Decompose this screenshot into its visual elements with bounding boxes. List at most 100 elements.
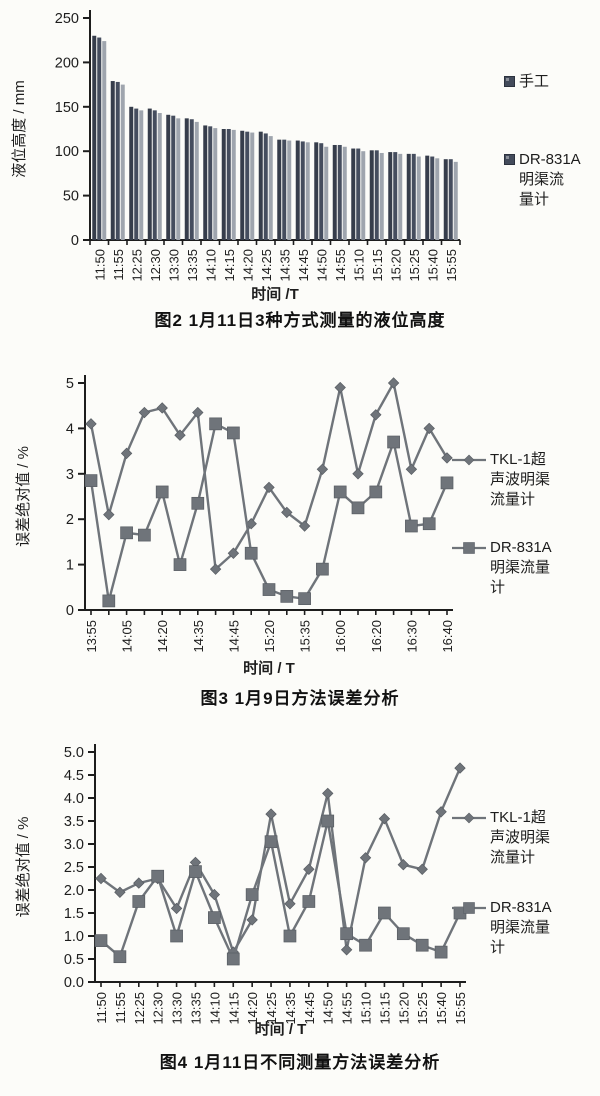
svg-text:14:55: 14:55 <box>333 249 348 282</box>
svg-text:15:40: 15:40 <box>425 249 440 282</box>
svg-text:11:50: 11:50 <box>92 249 107 281</box>
svg-text:14:05: 14:05 <box>120 620 135 653</box>
legend-square-swatch-icon <box>504 154 515 165</box>
svg-text:15:55: 15:55 <box>444 249 459 282</box>
svg-text:14:50: 14:50 <box>321 992 336 1025</box>
legend-label-dr831a: DR-831A 明渠流量 计 <box>490 899 552 956</box>
svg-text:11:50: 11:50 <box>94 992 109 1024</box>
svg-text:14:25: 14:25 <box>259 249 274 282</box>
svg-text:14:20: 14:20 <box>155 620 170 653</box>
svg-text:14:45: 14:45 <box>296 249 311 282</box>
figure4-caption: 图4 1月11日不同测量方法误差分析 <box>159 1053 441 1072</box>
svg-text:3.5: 3.5 <box>64 814 84 830</box>
svg-text:14:25: 14:25 <box>264 992 279 1025</box>
svg-text:16:20: 16:20 <box>369 620 384 653</box>
svg-text:15:20: 15:20 <box>262 620 277 653</box>
svg-text:13:35: 13:35 <box>188 992 203 1025</box>
legend-item-manual: 手工 <box>504 72 549 92</box>
figure3-error-line-chart-jan9: 0 1 2 3 4 5 时间 / T 误差绝对值 / % 13:55 14:05 14:20 14:3… <box>0 340 600 720</box>
svg-text:0.0: 0.0 <box>64 975 84 991</box>
svg-text:11:55: 11:55 <box>113 992 128 1024</box>
svg-text:15:25: 15:25 <box>415 992 430 1025</box>
legend-item-tkl1: TKL-1超 声波明渠 流量计 <box>452 450 550 509</box>
svg-text:13:35: 13:35 <box>185 249 200 282</box>
legend-label-dr831a: DR-831A 明渠流 量计 <box>519 151 581 208</box>
svg-text:15:25: 15:25 <box>407 249 422 282</box>
svg-text:14:10: 14:10 <box>207 992 222 1025</box>
svg-text:16:30: 16:30 <box>404 620 419 653</box>
svg-text:13:30: 13:30 <box>170 992 185 1025</box>
svg-text:3.0: 3.0 <box>64 837 84 853</box>
svg-text:14:35: 14:35 <box>277 249 292 282</box>
svg-text:100: 100 <box>55 144 79 160</box>
figure3-caption: 图3 1月9日方法误差分析 <box>200 689 400 708</box>
svg-text:5.0: 5.0 <box>64 745 84 761</box>
svg-text:2: 2 <box>66 512 74 528</box>
svg-text:0: 0 <box>66 603 74 619</box>
svg-text:3: 3 <box>66 467 74 483</box>
svg-text:15:20: 15:20 <box>396 992 411 1025</box>
svg-text:15:15: 15:15 <box>370 249 385 282</box>
svg-text:12:30: 12:30 <box>148 249 163 282</box>
svg-text:14:10: 14:10 <box>203 249 218 282</box>
svg-text:0.5: 0.5 <box>64 952 84 968</box>
svg-text:时间 / T: 时间 / T <box>243 659 295 677</box>
svg-text:14:35: 14:35 <box>191 620 206 653</box>
legend-item-dr831a: DR-831A 明渠流量 计 <box>452 538 552 597</box>
legend-label-manual: 手工 <box>519 73 550 90</box>
legend-line-diamond-icon <box>452 454 486 466</box>
svg-text:0: 0 <box>71 233 79 249</box>
legend-label-dr831a: DR-831A 明渠流量 计 <box>490 539 552 596</box>
svg-text:15:10: 15:10 <box>359 992 374 1025</box>
svg-text:15:15: 15:15 <box>377 992 392 1025</box>
svg-text:4: 4 <box>66 421 74 437</box>
svg-text:2.0: 2.0 <box>64 883 84 899</box>
svg-text:液位高度 / mm: 液位高度 / mm <box>11 80 28 178</box>
svg-text:15:20: 15:20 <box>388 249 403 282</box>
svg-text:13:30: 13:30 <box>166 249 181 282</box>
svg-text:14:45: 14:45 <box>226 620 241 653</box>
svg-text:11:55: 11:55 <box>111 249 126 281</box>
legend-line-square-icon <box>452 542 486 554</box>
legend-label-tkl1: TKL-1超 声波明渠 流量计 <box>490 451 551 508</box>
svg-text:14:45: 14:45 <box>302 992 317 1025</box>
legend-item-dr831a: DR-831A 明渠流 量计 <box>504 150 581 209</box>
svg-text:12:25: 12:25 <box>129 249 144 282</box>
svg-text:15:35: 15:35 <box>298 620 313 653</box>
svg-text:250: 250 <box>55 11 79 27</box>
svg-text:12:25: 12:25 <box>132 992 147 1025</box>
legend-line-square-icon <box>452 902 486 914</box>
svg-text:50: 50 <box>63 189 79 205</box>
svg-text:误差绝对值 / %: 误差绝对值 / % <box>15 817 32 918</box>
svg-text:4.0: 4.0 <box>64 791 84 807</box>
svg-text:13:55: 13:55 <box>84 620 99 653</box>
svg-text:14:55: 14:55 <box>340 992 355 1025</box>
svg-text:14:50: 14:50 <box>314 249 329 282</box>
svg-text:16:40: 16:40 <box>440 620 455 653</box>
figure2-liquid-level-bar-chart: 0 50 100 150 200 250 时间 /T 液位高度 / mm 11:50 11:55 1… <box>0 0 600 340</box>
legend-line-diamond-icon <box>452 812 486 824</box>
svg-text:15:40: 15:40 <box>434 992 449 1025</box>
svg-text:误差绝对值 / %: 误差绝对值 / % <box>15 446 32 547</box>
svg-text:14:15: 14:15 <box>226 992 241 1025</box>
figure4-error-line-chart-jan11: 0.0 0.5 1.0 1.5 2.0 2.5 3.0 3.5 4.0 4.5 5.0 时间 / T 误… <box>0 720 600 1096</box>
svg-text:12:30: 12:30 <box>151 992 166 1025</box>
svg-text:4.5: 4.5 <box>64 768 84 784</box>
svg-text:16:00: 16:00 <box>333 620 348 653</box>
svg-text:15:55: 15:55 <box>453 992 468 1025</box>
legend-item-dr831a: DR-831A 明渠流量 计 <box>452 898 552 957</box>
figure2-caption: 图2 1月11日3种方式测量的液位高度 <box>154 311 446 330</box>
svg-text:14:20: 14:20 <box>245 992 260 1025</box>
svg-text:150: 150 <box>55 100 79 116</box>
svg-text:时间 /T: 时间 /T <box>251 285 299 303</box>
svg-text:14:20: 14:20 <box>240 249 255 282</box>
svg-text:1.5: 1.5 <box>64 906 84 922</box>
legend-item-tkl1: TKL-1超 声波明渠 流量计 <box>452 808 550 867</box>
svg-text:1.0: 1.0 <box>64 929 84 945</box>
svg-text:1: 1 <box>66 558 74 574</box>
svg-text:14:15: 14:15 <box>222 249 237 282</box>
svg-text:时间 / T: 时间 / T <box>255 1020 307 1038</box>
svg-text:15:10: 15:10 <box>351 249 366 282</box>
